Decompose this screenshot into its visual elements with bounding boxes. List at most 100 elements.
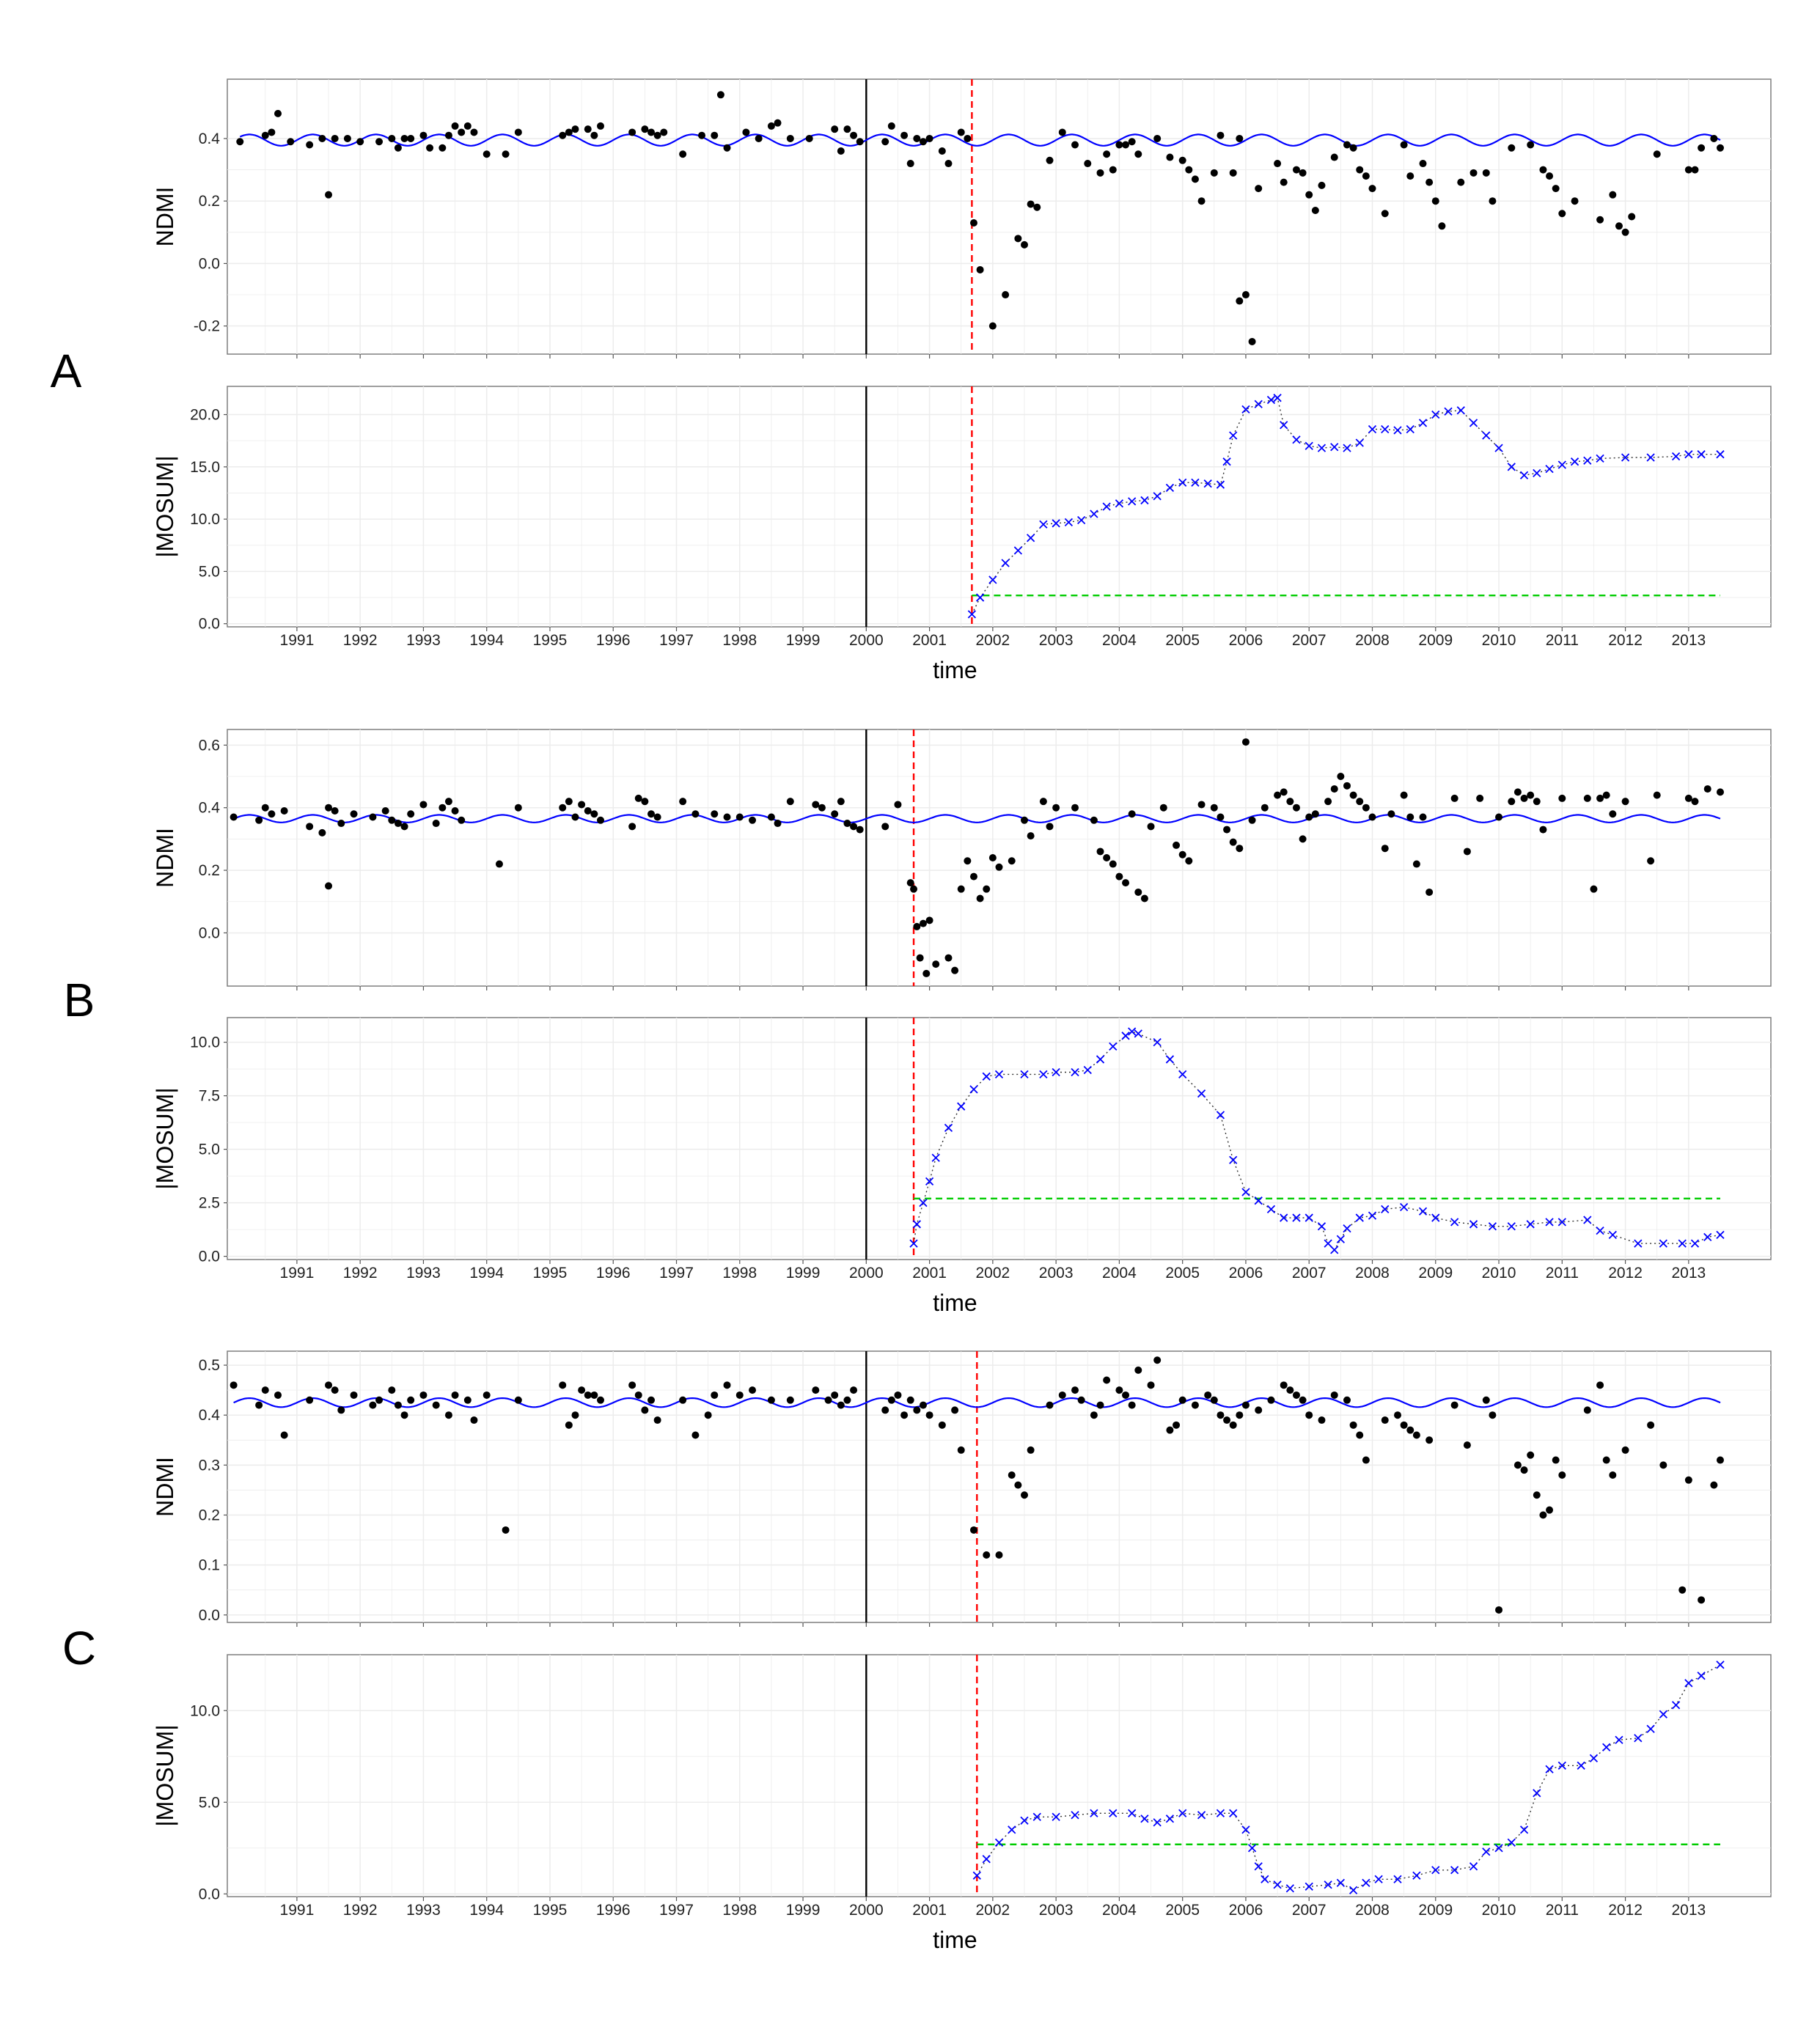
ndmi-point bbox=[767, 813, 775, 821]
x-tick-label: 1991 bbox=[280, 1902, 315, 1919]
mosum-point bbox=[1229, 431, 1238, 440]
x-tick-label: 2003 bbox=[1039, 632, 1074, 649]
mosum-point bbox=[1494, 1844, 1503, 1853]
mosum-point bbox=[1241, 405, 1250, 414]
x-tick-label: 1998 bbox=[722, 632, 757, 649]
mosum-point bbox=[1450, 1218, 1459, 1227]
ndmi-point bbox=[482, 150, 491, 158]
mosum-point bbox=[1381, 1205, 1390, 1214]
x-axis-title: time bbox=[933, 1927, 977, 1953]
ndmi-point bbox=[388, 1386, 396, 1394]
x-tick-label: 1992 bbox=[343, 1265, 378, 1282]
ndmi-point bbox=[711, 131, 719, 139]
ndmi-point bbox=[565, 1421, 573, 1429]
ndmi-point bbox=[325, 882, 333, 890]
ndmi-point bbox=[653, 1416, 661, 1424]
ndmi-point bbox=[369, 1401, 377, 1409]
mosum-point bbox=[1557, 460, 1566, 469]
ndmi-point bbox=[1197, 197, 1206, 205]
mosum-point bbox=[1261, 1875, 1269, 1883]
mosum-point bbox=[982, 1855, 991, 1864]
ndmi-point bbox=[1330, 785, 1338, 793]
y-tick-label: 0.2 bbox=[199, 862, 220, 879]
mosum-point bbox=[1305, 441, 1313, 450]
mosum-point bbox=[1697, 450, 1706, 459]
ndmi-point bbox=[337, 1406, 345, 1414]
ndmi-point bbox=[653, 813, 661, 821]
mosum-point bbox=[1292, 435, 1301, 444]
ndmi-point bbox=[1046, 1401, 1054, 1409]
ndmi-point bbox=[922, 969, 931, 977]
x-tick-label: 2001 bbox=[912, 632, 947, 649]
ndmi-point bbox=[571, 1411, 579, 1419]
ndmi-point bbox=[711, 1391, 719, 1399]
ndmi-point bbox=[1583, 1406, 1591, 1414]
ndmi-point bbox=[837, 1401, 845, 1409]
y-tick-label: 10.0 bbox=[190, 511, 220, 528]
mosum-point bbox=[1254, 400, 1263, 408]
ndmi-point bbox=[1103, 1376, 1111, 1384]
ndmi-point bbox=[1115, 141, 1123, 149]
mosum-point bbox=[1241, 1188, 1250, 1196]
ndmi-point bbox=[343, 134, 351, 142]
ndmi-point bbox=[1008, 857, 1016, 865]
ndmi-point bbox=[679, 150, 687, 158]
mosum-point bbox=[1027, 534, 1035, 543]
y-axis-title: NDMI bbox=[152, 828, 178, 888]
mosum-point bbox=[1165, 1815, 1175, 1823]
ndmi-point bbox=[1710, 1481, 1718, 1489]
ndmi-point bbox=[856, 138, 864, 146]
mosum-point bbox=[1216, 480, 1225, 489]
ndmi-point bbox=[951, 1406, 959, 1414]
ndmi-point bbox=[1248, 337, 1256, 345]
mosum-point bbox=[1507, 1838, 1516, 1847]
ndmi-point bbox=[1609, 1471, 1617, 1479]
mosum-point bbox=[1716, 1230, 1725, 1240]
ndmi-point bbox=[925, 916, 933, 924]
ndmi-point bbox=[1419, 160, 1427, 168]
mosum-point bbox=[1324, 1881, 1332, 1889]
y-tick-label: 0.4 bbox=[199, 130, 221, 147]
x-tick-label: 2005 bbox=[1165, 1902, 1200, 1919]
ndmi-point bbox=[995, 863, 1003, 871]
ndmi-point bbox=[774, 119, 782, 127]
ndmi-point bbox=[1311, 206, 1319, 214]
x-axis-title: time bbox=[933, 1290, 977, 1316]
ndmi-point bbox=[1236, 297, 1244, 305]
ndmi-point bbox=[1552, 1456, 1560, 1464]
ndmi-point bbox=[255, 816, 263, 824]
ndmi-point bbox=[1527, 791, 1535, 799]
mosum-point bbox=[1406, 424, 1414, 434]
mosum-point bbox=[1393, 426, 1402, 435]
ndmi-point bbox=[964, 857, 972, 865]
mosum-point bbox=[1266, 1205, 1276, 1214]
mosum-point bbox=[1482, 1848, 1491, 1856]
x-tick-label: 2012 bbox=[1608, 1902, 1643, 1919]
mosum-point bbox=[1109, 1809, 1118, 1817]
ndmi-point bbox=[1324, 798, 1332, 806]
mosum-point bbox=[1368, 424, 1377, 434]
ndmi-point bbox=[1406, 813, 1414, 821]
ndmi-point bbox=[439, 144, 447, 152]
y-tick-label: 0.0 bbox=[199, 255, 220, 272]
ndmi-point bbox=[1109, 860, 1117, 868]
ndmi-point bbox=[1684, 166, 1692, 174]
ndmi-point bbox=[887, 122, 895, 130]
ndmi-point bbox=[230, 1381, 238, 1389]
ndmi-point bbox=[1621, 228, 1629, 236]
ndmi-point bbox=[1134, 888, 1142, 896]
y-tick-label: 10.0 bbox=[190, 1034, 220, 1051]
x-tick-label: 1995 bbox=[533, 1265, 568, 1282]
ndmi-point bbox=[1305, 813, 1313, 821]
ndmi-point bbox=[1489, 1411, 1497, 1419]
y-tick-label: 20.0 bbox=[190, 407, 220, 424]
mosum-point bbox=[919, 1198, 928, 1207]
ndmi-point bbox=[723, 1381, 731, 1389]
mosum-point bbox=[1280, 1213, 1288, 1222]
ndmi-point bbox=[1197, 801, 1206, 809]
ndmi-point bbox=[419, 1391, 428, 1399]
ndmi-point bbox=[1046, 823, 1054, 831]
ndmi-point bbox=[571, 125, 579, 133]
ndmi-point bbox=[356, 138, 364, 146]
ndmi-point bbox=[419, 131, 428, 139]
